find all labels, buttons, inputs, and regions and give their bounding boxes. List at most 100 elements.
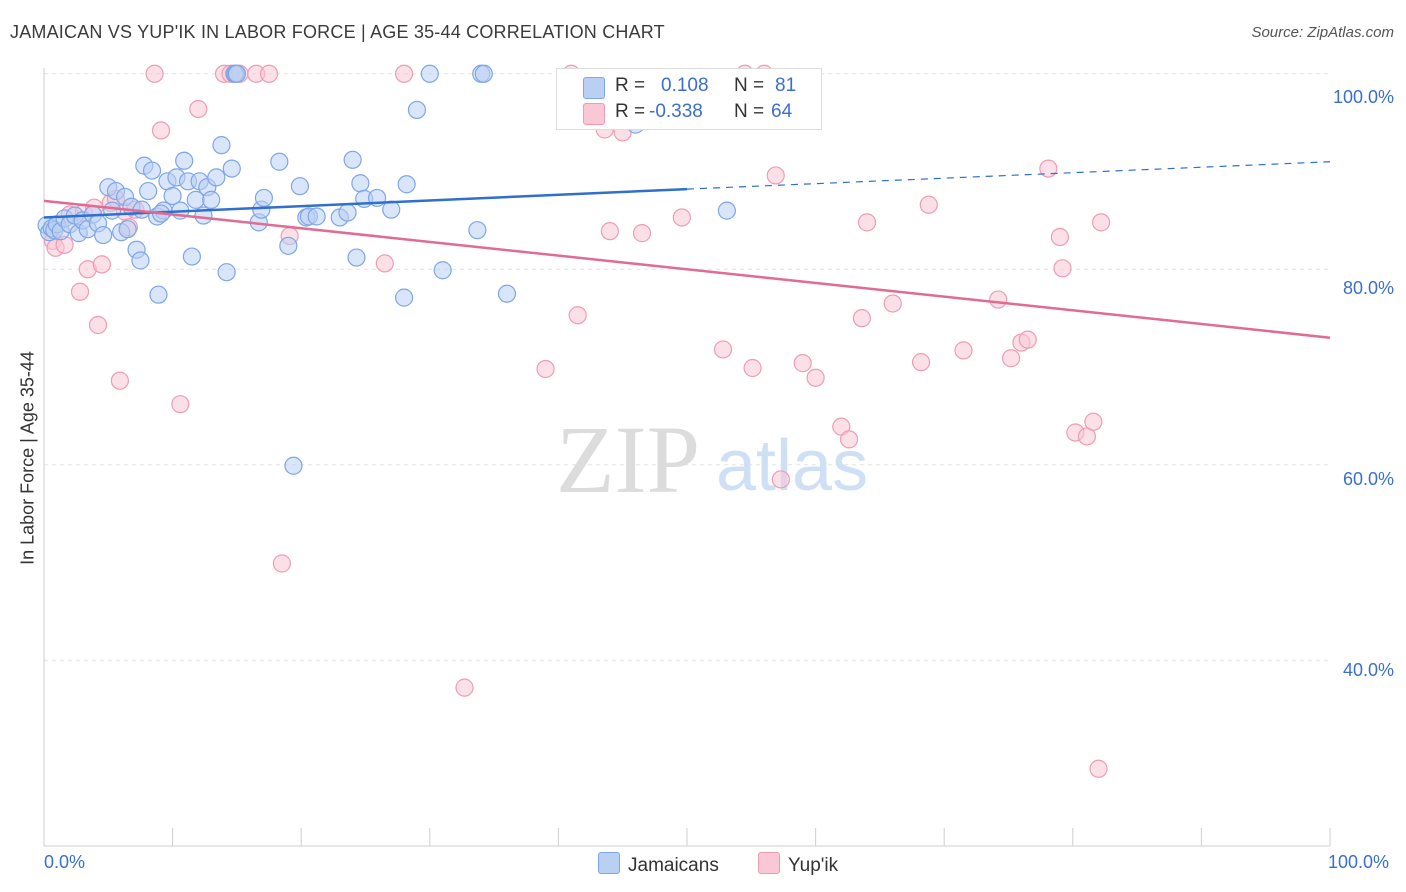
source-label: Source: ZipAtlas.com [1251, 24, 1394, 41]
yupik-point [92, 255, 111, 274]
jamaican-point [279, 236, 298, 255]
yupik-point [272, 554, 292, 573]
yupik-point [455, 678, 474, 697]
jamaican-point [254, 188, 274, 208]
watermark: ZIP atlas [556, 406, 868, 513]
jamaican-point [227, 64, 246, 83]
yupik-legend-swatch [758, 852, 780, 874]
yupik-swatch [583, 103, 605, 125]
y-axis-label: In Labor Force | Age 35-44 [17, 351, 38, 565]
yupik-point [713, 340, 733, 359]
y-tick-label-100: 100.0% [1332, 87, 1394, 107]
yupik-point [536, 359, 555, 379]
legend-n-value: 81 [775, 75, 797, 96]
jamaican-point [420, 64, 439, 83]
jamaican-point [103, 201, 122, 220]
yupik-legend-label: Yup'ik [788, 855, 839, 876]
yupik-point [632, 224, 652, 243]
jamaican-point [284, 456, 303, 475]
yupik-point [171, 395, 190, 414]
yupik-point [568, 306, 587, 325]
yupik-point [1001, 349, 1021, 368]
trend-lines [43, 161, 1331, 339]
jamaican-point [382, 200, 401, 219]
x-tick-label-max: 100.0% [1328, 852, 1390, 872]
yupik-point [1089, 759, 1108, 778]
yupik-point [145, 64, 164, 83]
jamaican-point [270, 152, 289, 171]
yupik-point [806, 368, 825, 387]
yupik-trend-line [43, 199, 1331, 339]
yupik-point [375, 254, 394, 273]
y-tick-label-40: 40.0% [1342, 660, 1394, 680]
yupik-point [919, 195, 938, 214]
y-tick-label-60: 60.0% [1342, 469, 1394, 489]
jamaican-point [131, 251, 150, 270]
yupik-point [883, 294, 902, 313]
jamaican-point [142, 161, 162, 180]
jamaicans-legend-swatch [598, 852, 620, 874]
yupik-point [989, 290, 1008, 309]
jamaican-point [217, 263, 236, 282]
stats-legend: R = 0.108 N = 81 R = -0.338 N = 64 [556, 68, 822, 130]
legend-row-yupik: R = -0.338 N = 64 [557, 101, 821, 125]
jamaicans-swatch [583, 77, 605, 99]
jamaican-point [163, 186, 182, 206]
jamaican-point [118, 220, 137, 239]
legend-row-jamaicans: R = 0.108 N = 81 [557, 75, 821, 99]
legend-r-label: R = [615, 75, 646, 96]
jamaican-point [497, 284, 517, 303]
legend-item-yupik: Yup'ik [758, 852, 838, 877]
jamaican-point [94, 225, 113, 245]
yupik-point [1039, 159, 1058, 178]
jamaican-point [207, 168, 226, 187]
jamaican-point [290, 177, 310, 196]
jamaicans-trend-extension [686, 161, 1331, 190]
jamaican-point [307, 207, 326, 226]
yupik-point [771, 470, 790, 489]
yupik-point [1050, 227, 1070, 247]
yupik-point [954, 341, 973, 360]
jamaican-point [347, 248, 366, 267]
watermark-zip: ZIP [556, 406, 700, 513]
jamaican-point [175, 151, 194, 170]
jamaican-point [182, 247, 201, 266]
yupik-point [259, 64, 279, 83]
yupik-point [857, 213, 877, 232]
yupik-point [839, 430, 859, 449]
legend-r-value: -0.338 [649, 101, 703, 122]
jamaican-point [343, 150, 362, 169]
yupik-point [1084, 412, 1103, 431]
jamaican-point [351, 174, 370, 193]
legend-r-label: R = [615, 101, 646, 122]
yupik-point [793, 354, 812, 373]
yupik-point [600, 222, 619, 241]
yupik-point [1018, 330, 1037, 349]
yupik-point [110, 371, 129, 390]
jamaican-point [468, 221, 487, 240]
yupik-point [852, 309, 871, 328]
legend-item-jamaicans: Jamaicans [598, 852, 719, 877]
legend-n-label: N = [734, 75, 765, 96]
yupik-point [88, 315, 108, 335]
jamaican-point [202, 190, 221, 209]
y-tick-label-80: 80.0% [1342, 278, 1394, 298]
yupik-point [1053, 259, 1072, 278]
yupik-point [766, 166, 785, 185]
legend-n-label: N = [734, 101, 765, 122]
yupik-point [151, 121, 171, 140]
legend-n-value: 64 [771, 101, 793, 122]
jamaican-point [338, 203, 357, 222]
yupik-point [394, 64, 414, 83]
legend-r-value: 0.108 [661, 75, 709, 96]
jamaican-point [149, 285, 168, 304]
yupik-point [1091, 213, 1111, 232]
jamaican-point [397, 175, 416, 194]
jamaican-point [407, 100, 427, 120]
yupik-point [672, 208, 691, 227]
yupik-point [189, 99, 208, 119]
yupik-point [70, 282, 90, 301]
jamaican-point [433, 261, 452, 280]
axes [43, 68, 1331, 847]
